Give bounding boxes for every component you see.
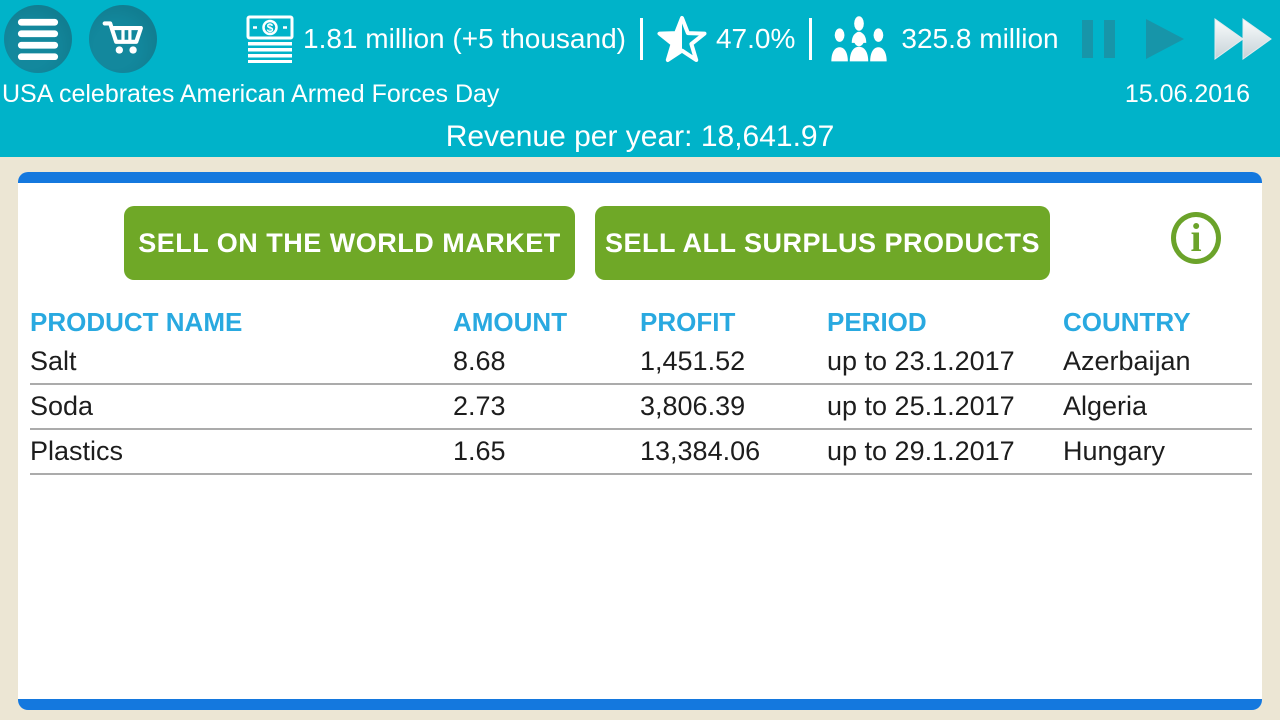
col-header-product: PRODUCT NAME bbox=[30, 306, 243, 337]
panel-top-bar bbox=[18, 172, 1262, 183]
cell-period: up to 29.1.2017 bbox=[827, 436, 1015, 466]
panel-bottom-bar bbox=[18, 699, 1262, 710]
population-icon bbox=[831, 16, 888, 62]
svg-text:$: $ bbox=[267, 21, 274, 35]
time-controls bbox=[1082, 0, 1272, 78]
cell-period: up to 23.1.2017 bbox=[827, 346, 1015, 376]
foreign-trade-panel: SELL ON THE WORLD MARKET SELL ALL SURPLU… bbox=[18, 172, 1262, 710]
cell-amount: 1.65 bbox=[453, 436, 506, 466]
hamburger-icon bbox=[17, 18, 59, 61]
pause-icon bbox=[1082, 20, 1115, 58]
play-icon bbox=[1146, 19, 1184, 59]
cell-period: up to 25.1.2017 bbox=[827, 391, 1015, 421]
approval-star-icon bbox=[657, 16, 707, 62]
stats-divider bbox=[809, 18, 813, 60]
sell-all-surplus-button[interactable]: SELL ALL SURPLUS PRODUCTS bbox=[595, 206, 1050, 280]
game-date: 15.06.2016 bbox=[1124, 80, 1250, 108]
col-header-country: COUNTRY bbox=[1063, 306, 1191, 337]
revenue-per-year: Revenue per year: 18,641.97 bbox=[445, 120, 835, 153]
cell-amount: 8.68 bbox=[453, 346, 506, 376]
info-button[interactable]: i bbox=[1171, 212, 1221, 264]
fast-forward-icon bbox=[1214, 18, 1272, 60]
info-icon: i bbox=[1190, 215, 1202, 260]
col-header-period: PERIOD bbox=[827, 306, 927, 337]
fast-forward-button[interactable] bbox=[1214, 17, 1272, 61]
stats-divider bbox=[639, 18, 643, 60]
treasury-value: 1.81 million (+5 thousand) bbox=[303, 23, 626, 54]
cell-country: Hungary bbox=[1063, 436, 1166, 466]
col-header-amount: AMOUNT bbox=[453, 306, 568, 337]
table-header-row: PRODUCT NAME AMOUNT PROFIT PERIOD COUNTR… bbox=[30, 304, 1252, 340]
play-button[interactable] bbox=[1146, 19, 1184, 59]
cell-profit: 1,451.52 bbox=[640, 346, 746, 376]
cell-profit: 13,384.06 bbox=[640, 436, 761, 466]
pause-button[interactable] bbox=[1082, 19, 1116, 59]
table-row[interactable]: Soda 2.73 3,806.39 up to 25.1.2017 Alger… bbox=[30, 385, 1252, 430]
news-headline[interactable]: USA celebrates American Armed Forces Day bbox=[2, 80, 500, 108]
cell-country: Algeria bbox=[1063, 391, 1148, 421]
cell-country: Azerbaijan bbox=[1063, 346, 1191, 376]
cell-profit: 3,806.39 bbox=[640, 391, 746, 421]
population-value: 325.8 million bbox=[901, 23, 1059, 54]
cell-product: Plastics bbox=[30, 436, 124, 466]
news-ticker: USA celebrates American Armed Forces Day… bbox=[0, 80, 1250, 109]
table-row[interactable]: Plastics 1.65 13,384.06 up to 29.1.2017 … bbox=[30, 430, 1252, 475]
approval-value: 47.0% bbox=[715, 23, 796, 54]
screen-background: SELL ON THE WORLD MARKET SELL ALL SURPLU… bbox=[0, 157, 1280, 720]
stats-bar: $ 1.81 million (+5 thousand) 47.0% bbox=[246, 0, 1059, 78]
menu-button[interactable] bbox=[4, 5, 72, 73]
contracts-table: PRODUCT NAME AMOUNT PROFIT PERIOD COUNTR… bbox=[30, 304, 1252, 475]
cell-product: Soda bbox=[30, 391, 94, 421]
cell-product: Salt bbox=[30, 346, 77, 376]
market-cart-button[interactable] bbox=[89, 5, 157, 73]
col-header-profit: PROFIT bbox=[640, 306, 736, 337]
sell-world-market-button[interactable]: SELL ON THE WORLD MARKET bbox=[124, 206, 575, 280]
cell-amount: 2.73 bbox=[453, 391, 506, 421]
top-bar: $ 1.81 million (+5 thousand) 47.0% bbox=[0, 0, 1280, 157]
money-icon: $ bbox=[246, 15, 294, 63]
shopping-cart-icon bbox=[102, 21, 143, 54]
table-row[interactable]: Salt 8.68 1,451.52 up to 23.1.2017 Azerb… bbox=[30, 340, 1252, 385]
